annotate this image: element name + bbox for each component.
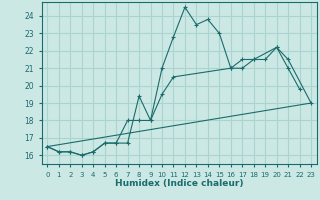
X-axis label: Humidex (Indice chaleur): Humidex (Indice chaleur) — [115, 179, 244, 188]
